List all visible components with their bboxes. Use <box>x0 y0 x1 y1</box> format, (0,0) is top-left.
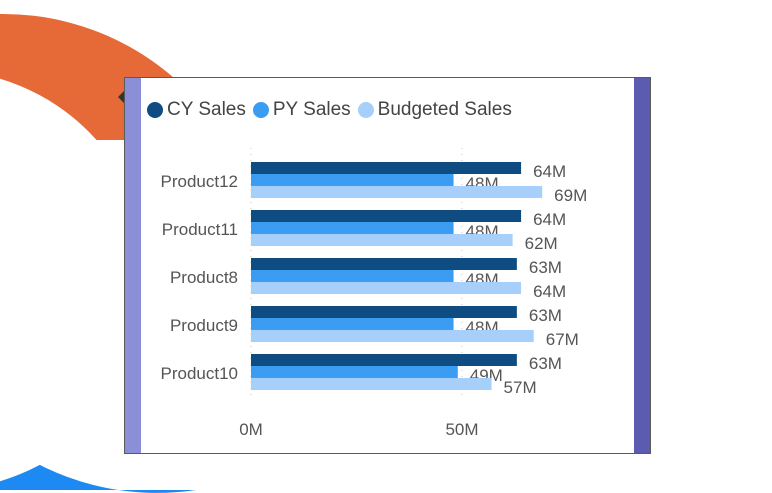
data-label-2-3: 67M <box>546 330 579 349</box>
bar-1-1[interactable] <box>251 222 454 234</box>
background-ring-blue-segment <box>0 440 196 493</box>
category-label-0: Product12 <box>161 172 239 191</box>
card-left-accent-strip <box>125 78 141 453</box>
data-label-0-4: 63M <box>529 354 562 373</box>
bar-0-2[interactable] <box>251 258 517 270</box>
bar-chart-plot: 0M 50MProduct1264M48M69MProduct1164M48M62… <box>161 148 587 439</box>
x-tick-label-0: 0M <box>239 420 263 439</box>
bar-2-4[interactable] <box>251 378 492 390</box>
data-label-0-3: 63M <box>529 306 562 325</box>
category-label-2: Product8 <box>170 268 238 287</box>
chart-visual-card[interactable]: CY Sales PY Sales Budgeted Sales 0M 50M Pr… <box>124 77 651 454</box>
category-label-3: Product9 <box>170 316 238 335</box>
bar-2-3[interactable] <box>251 330 534 342</box>
legend-label-py-sales: PY Sales <box>272 99 351 120</box>
bar-0-4[interactable] <box>251 354 517 366</box>
category-label-1: Product11 <box>162 220 238 239</box>
bar-1-0[interactable] <box>251 174 454 186</box>
bar-1-4[interactable] <box>251 366 458 378</box>
legend-dot-budget-icon <box>357 102 374 118</box>
category-label-4: Product10 <box>161 364 239 383</box>
data-label-0-2: 63M <box>529 258 562 277</box>
background-ring-hole <box>0 78 150 482</box>
legend-item-budgeted-sales[interactable]: Budgeted Sales <box>357 99 512 121</box>
chart-legend: CY Sales PY Sales Budgeted Sales <box>147 99 519 121</box>
data-label-0-0: 64M <box>533 162 566 181</box>
legend-label-cy-sales: CY Sales <box>167 99 246 120</box>
data-label-2-4: 57M <box>504 378 537 397</box>
data-label-2-2: 64M <box>533 282 566 301</box>
data-label-0-1: 64M <box>533 210 566 229</box>
bar-0-1[interactable] <box>251 210 522 222</box>
legend-item-py-sales[interactable]: PY Sales <box>252 99 351 121</box>
x-tick-label-1: 50M <box>445 420 478 439</box>
data-label-2-0: 69M <box>554 186 587 205</box>
legend-item-cy-sales[interactable]: CY Sales <box>147 99 246 121</box>
legend-label-budgeted-sales: Budgeted Sales <box>377 99 512 120</box>
bar-2-1[interactable] <box>251 234 513 246</box>
bar-1-3[interactable] <box>251 318 454 330</box>
legend-dot-py-icon <box>252 102 269 118</box>
card-right-accent-strip <box>634 78 650 453</box>
bar-0-3[interactable] <box>251 306 517 318</box>
bar-2-2[interactable] <box>251 282 522 294</box>
bar-0-0[interactable] <box>251 162 522 174</box>
data-label-2-1: 62M <box>525 234 558 253</box>
bar-2-0[interactable] <box>251 186 543 198</box>
legend-dot-cy-icon <box>147 102 163 118</box>
bar-1-2[interactable] <box>251 270 454 282</box>
